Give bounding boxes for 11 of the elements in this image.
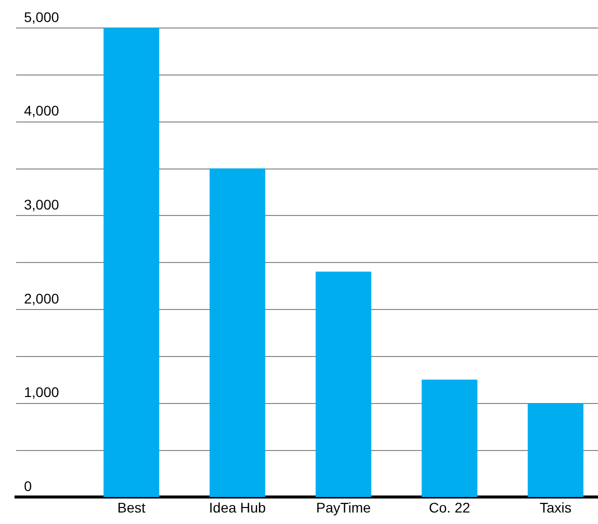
x-tick-label: Co. 22 <box>428 499 470 516</box>
y-tick-label: 2,000 <box>24 290 60 306</box>
x-tick-label: PayTime <box>316 499 372 516</box>
x-tick-label: Idea Hub <box>209 499 266 516</box>
y-tick-label: 3,000 <box>24 196 60 213</box>
y-tick-label: 5,000 <box>24 8 60 25</box>
x-tick-label: Best <box>117 499 146 516</box>
x-tick-label: Taxis <box>540 499 572 516</box>
y-tick-label: 0 <box>24 478 32 494</box>
y-tick-label: 4,000 <box>24 102 60 119</box>
y-tick-label: 1,000 <box>24 384 60 400</box>
